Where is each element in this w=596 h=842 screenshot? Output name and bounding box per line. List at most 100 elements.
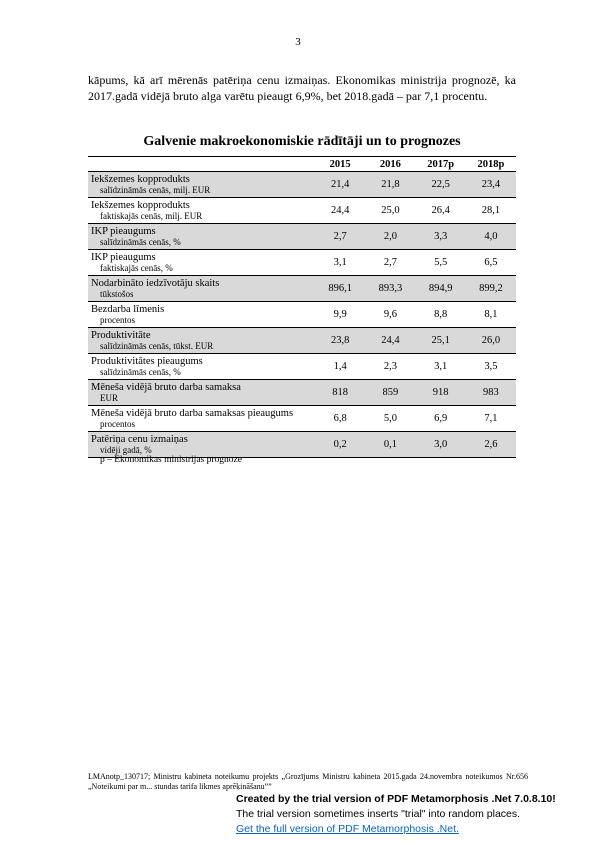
table-row: Bezdarba līmenis procentos 9,9 9,6 8,8 8,1 [88,301,516,328]
indicator-name: Mēneša vidējā bruto darba samaksas pieau… [91,407,294,419]
value-cell: 818 [315,379,366,406]
value-cell: 24,4 [365,327,416,354]
table-row: Nodarbināto iedzīvotāju skaits tūkstošos 8… [88,275,516,302]
table-row: Mēneša vidējā bruto darba samaksas pieau… [88,405,516,432]
header-year: 2015 [315,156,366,172]
value-cell: 983 [465,379,516,406]
indicator-label-cell: Nodarbināto iedzīvotāju skaits tūkstošos [88,275,316,302]
value-cell: 918 [415,379,466,406]
value-cell: 21,8 [365,171,416,198]
value-cell: 8,1 [465,301,516,328]
value-cell: 894,9 [415,275,466,302]
value-cell: 3,5 [465,353,516,380]
macro-indicators-table: 2015 2016 2017p 2018p Iekšzemes kopprodu… [88,156,516,458]
value-cell: 2,0 [365,223,416,250]
value-cell: 5,5 [415,249,466,276]
value-cell: 6,9 [415,405,466,432]
table-row: Mēneša vidējā bruto darba samaksa EUR 818 8… [88,379,516,406]
indicator-name: Mēneša vidējā bruto darba samaksa [91,381,241,393]
value-cell: 2,6 [465,431,516,458]
value-cell: 2,7 [315,223,366,250]
indicator-unit: tūkstošos [100,288,134,299]
indicator-name: Produktivitātes pieaugums [91,355,203,367]
indicator-label-cell: Iekšzemes kopprodukts faktiskajās cenās, … [88,197,316,224]
indicator-unit: salīdzināmās cenās, milj. EUR [100,184,211,195]
value-cell: 5,0 [365,405,416,432]
intro-paragraph: kāpums, kā arī mērenās patēriņa cenu izm… [88,73,516,103]
value-cell: 3,1 [415,353,466,380]
value-cell: 2,7 [365,249,416,276]
value-cell: 7,1 [465,405,516,432]
value-cell: 3,0 [415,431,466,458]
indicator-unit: faktiskajās cenās, milj. EUR [100,210,203,221]
indicator-label-cell: IKP pieaugums faktiskajās cenās, % [88,249,316,276]
value-cell: 25,0 [365,197,416,224]
value-cell: 8,8 [415,301,466,328]
page-footer: LMAnotp_130717; Ministru kabineta noteik… [88,772,528,791]
indicator-label-cell: Patēriņa cenu izmaiņas vidēji gadā, % [88,431,316,458]
indicator-label-cell: Produktivitātes pieaugums salīdzināmās ce… [88,353,316,380]
indicator-name: IKP pieaugums [91,251,156,263]
indicator-unit: EUR [100,392,118,403]
value-cell: 26,0 [465,327,516,354]
indicator-name: Patēriņa cenu izmaiņas [91,433,188,445]
indicator-label-cell: Bezdarba līmenis procentos [88,301,316,328]
value-cell: 22,5 [415,171,466,198]
value-cell: 0,2 [315,431,366,458]
table-row: IKP pieaugums faktiskajās cenās, % 3,1 2,7 5… [88,249,516,276]
value-cell: 896,1 [315,275,366,302]
page-number: 3 [295,36,301,48]
value-cell: 899,2 [465,275,516,302]
value-cell: 9,6 [365,301,416,328]
value-cell: 2,3 [365,353,416,380]
header-year: 2016 [365,156,416,172]
indicator-unit: procentos [100,418,135,429]
table-row: Iekšzemes kopprodukts faktiskajās cenās, … [88,197,516,224]
table-body: Iekšzemes kopprodukts salīdzināmās cenās,… [88,171,516,458]
value-cell: 6,8 [315,405,366,432]
indicator-label-cell: Produktivitāte salīdzināmās cenās, tūkst.… [88,327,316,354]
value-cell: 0,1 [365,431,416,458]
table-footnote: p – Ekonomikas ministrijas prognoze [100,455,242,465]
indicator-name: Bezdarba līmenis [91,303,165,315]
value-cell: 26,4 [415,197,466,224]
table-row: Produktivitāte salīdzināmās cenās, tūkst.… [88,327,516,354]
table-row: IKP pieaugums salīdzināmās cenās, % 2,7 2,0… [88,223,516,250]
trial-notice-title: Created by the trial version of PDF Meta… [236,793,556,805]
value-cell: 6,5 [465,249,516,276]
value-cell: 4,0 [465,223,516,250]
trial-notice-text: The trial version sometimes inserts "tri… [236,808,521,820]
header-year: 2018p [465,156,516,172]
indicator-unit: salīdzināmās cenās, % [100,236,181,247]
value-cell: 24,4 [315,197,366,224]
header-year: 2017p [415,156,466,172]
indicator-name: IKP pieaugums [91,225,156,237]
indicator-unit: procentos [100,314,135,325]
value-cell: 3,3 [415,223,466,250]
header-label-column [88,156,316,172]
trial-notice-link[interactable]: Get the full version of PDF Metamorphosi… [236,823,459,835]
indicator-name: Nodarbināto iedzīvotāju skaits [91,277,220,289]
indicator-label-cell: Mēneša vidējā bruto darba samaksas pieau… [88,405,316,432]
indicator-unit: salīdzināmās cenās, % [100,366,181,377]
indicator-label-cell: Mēneša vidējā bruto darba samaksa EUR [88,379,316,406]
value-cell: 3,1 [315,249,366,276]
value-cell: 859 [365,379,416,406]
value-cell: 23,4 [465,171,516,198]
table-row: Patēriņa cenu izmaiņas vidēji gadā, % 0,2 0… [88,431,516,458]
table-header-row: 2015 2016 2017p 2018p [88,156,516,172]
indicator-name: Iekšzemes kopprodukts [91,173,190,185]
trial-notice: Created by the trial version of PDF Meta… [232,790,570,839]
value-cell: 23,8 [315,327,366,354]
indicator-name: Produktivitāte [91,329,151,341]
value-cell: 893,3 [365,275,416,302]
value-cell: 25,1 [415,327,466,354]
indicator-label-cell: Iekšzemes kopprodukts salīdzināmās cenās,… [88,171,316,198]
value-cell: 21,4 [315,171,366,198]
table-row: Iekšzemes kopprodukts salīdzināmās cenās,… [88,171,516,198]
indicator-unit: vidēji gadā, % [100,444,152,455]
value-cell: 28,1 [465,197,516,224]
table-row: Produktivitātes pieaugums salīdzināmās ce… [88,353,516,380]
indicator-unit: salīdzināmās cenās, tūkst. EUR [100,340,214,351]
table-title: Galvenie makroekonomiskie rādītāji un to… [143,134,461,149]
